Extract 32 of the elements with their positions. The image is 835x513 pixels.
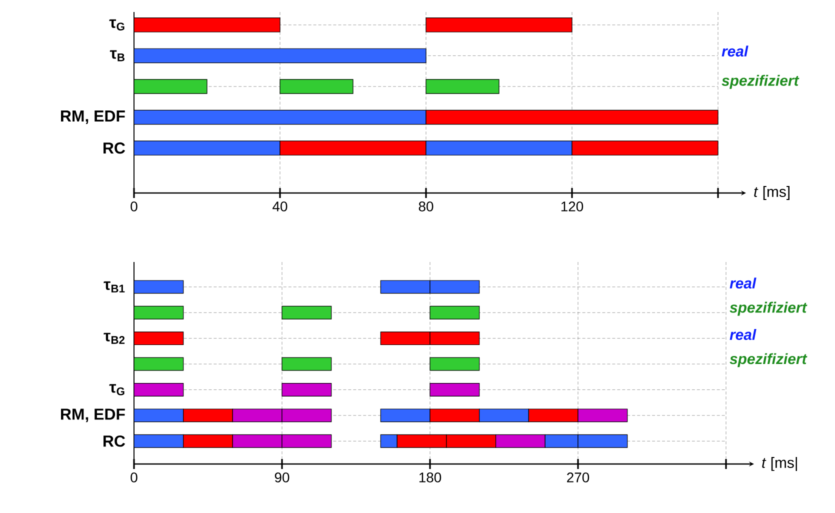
bar <box>282 357 332 371</box>
y-tick-label: τ$_{G}$ <box>109 384 124 396</box>
x-tick-label: 0 <box>130 472 138 482</box>
y-tick-label: RC <box>104 142 126 154</box>
x-tick-label: 180 <box>419 472 442 482</box>
x-tick-label: 0 <box>130 202 138 212</box>
y-tick-label: τ$_{B}$ <box>110 50 124 62</box>
bar <box>430 306 480 320</box>
text: real <box>730 278 756 289</box>
x-tick-label: 90 <box>274 472 290 482</box>
y-tick-label: RM, EDF <box>61 110 125 124</box>
x-tick-label: 270 <box>567 472 590 482</box>
text: real <box>722 46 748 57</box>
bar <box>426 18 572 32</box>
x-axis-title: t [ms| <box>762 457 797 472</box>
bar <box>426 79 500 94</box>
y-tick-label: τ$_{B1}$ <box>104 281 125 292</box>
text: spezifiziert <box>730 302 808 316</box>
bar <box>282 306 332 320</box>
x-tick-label: 40 <box>272 202 288 212</box>
x-axis-title: t [ms] <box>754 186 790 200</box>
y-tick-label: τ$_{B2}$ <box>104 332 125 344</box>
bar <box>430 383 480 396</box>
bar <box>430 357 480 371</box>
y-tick-label: RM, EDF <box>61 408 125 422</box>
x-tick-label: 80 <box>418 202 434 212</box>
text: real <box>730 328 756 340</box>
text: spezifiziert <box>722 74 800 89</box>
y-tick-label: RC <box>104 435 126 447</box>
y-tick-label: τ$_{G}$ <box>109 19 124 30</box>
x-tick-label: 120 <box>561 202 584 212</box>
text: spezifiziert <box>730 353 808 368</box>
